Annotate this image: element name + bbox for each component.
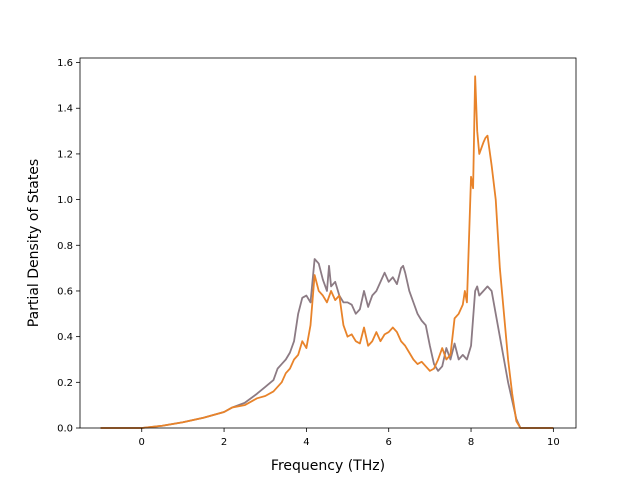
y-tick-label: 0.2 — [57, 378, 73, 389]
y-tick-label: 0.6 — [57, 286, 73, 297]
y-axis-label: Partial Density of States — [26, 159, 42, 327]
y-tick-label: 0.8 — [57, 241, 73, 252]
x-tick-label: 10 — [547, 437, 560, 448]
plot-frame — [79, 57, 577, 429]
x-axis: 0 2 4 6 8 10 — [139, 428, 560, 448]
series-line-1 — [100, 258, 554, 429]
x-tick-label: 2 — [221, 437, 227, 448]
x-tick-label: 4 — [303, 437, 309, 448]
y-axis: 0.0 0.2 0.4 0.6 0.8 1.0 1.2 1.4 1.6 — [57, 58, 80, 435]
y-tick-label: 1.2 — [57, 149, 73, 160]
series-layer — [100, 75, 554, 429]
x-tick-label: 8 — [468, 437, 474, 448]
y-tick-label: 0.0 — [57, 424, 73, 435]
x-tick-label: 6 — [386, 437, 392, 448]
x-axis-label: Frequency (THz) — [271, 458, 385, 474]
y-tick-label: 1.6 — [57, 58, 73, 69]
y-tick-label: 0.4 — [57, 332, 73, 343]
y-tick-label: 1.0 — [57, 195, 73, 206]
y-tick-label: 1.4 — [57, 104, 73, 115]
x-tick-label: 0 — [139, 437, 145, 448]
series-line-2 — [100, 75, 554, 429]
